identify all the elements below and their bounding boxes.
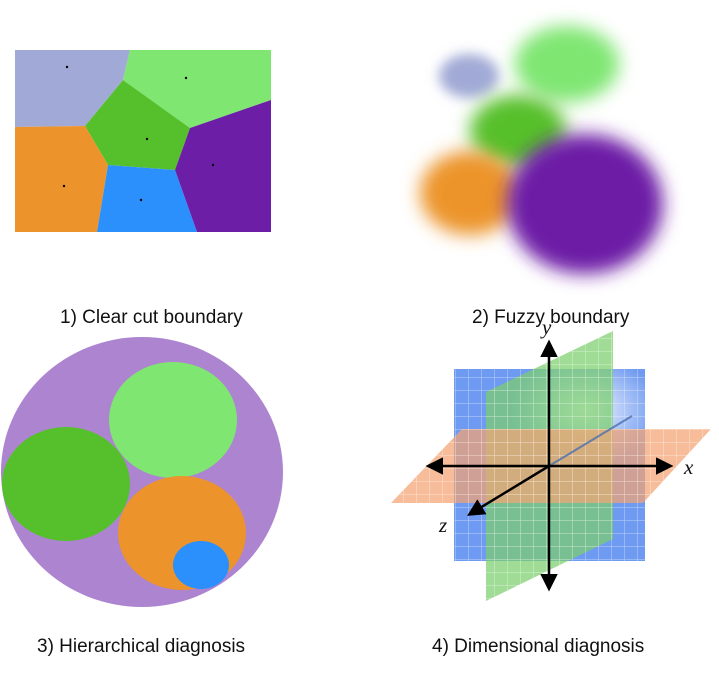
seed-point: [211, 163, 215, 167]
seed-point: [145, 137, 149, 141]
region-orange: [15, 126, 108, 232]
seed-point: [139, 198, 143, 202]
fuzzy-blob-light-green: [515, 26, 619, 102]
dimensional-panel: x y z: [391, 315, 711, 601]
caption-dimensional: 4) Dimensional diagnosis: [432, 636, 644, 657]
subcategory-light-green: [109, 362, 237, 478]
region-light-green: [123, 50, 271, 128]
x-axis-label: x: [683, 455, 694, 479]
seed-point: [184, 76, 188, 80]
z-axis-label: z: [438, 513, 447, 537]
caption-fuzzy: 2) Fuzzy boundary: [472, 307, 630, 328]
subcategory-blue: [173, 541, 229, 589]
caption-clear-cut: 1) Clear cut boundary: [60, 307, 243, 328]
fuzzy-blob-periwinkle: [439, 54, 499, 98]
fuzzy-blob-purple: [507, 134, 663, 274]
region-purple: [175, 100, 271, 232]
fuzzy-panel: [420, 26, 663, 274]
region-green: [85, 80, 190, 170]
region-blue: [97, 165, 197, 232]
fuzzy-blob-orange: [420, 151, 520, 235]
clear-cut-panel: [15, 50, 271, 232]
z-axis: [467, 464, 550, 516]
caption-hierarchical: 3) Hierarchical diagnosis: [37, 636, 245, 657]
seed-point: [62, 184, 66, 188]
seed-point: [65, 65, 69, 69]
region-periwinkle: [15, 50, 130, 127]
subcategory-green: [2, 427, 130, 541]
y-axis-label: y: [540, 315, 552, 339]
hierarchical-panel: [1, 337, 283, 607]
